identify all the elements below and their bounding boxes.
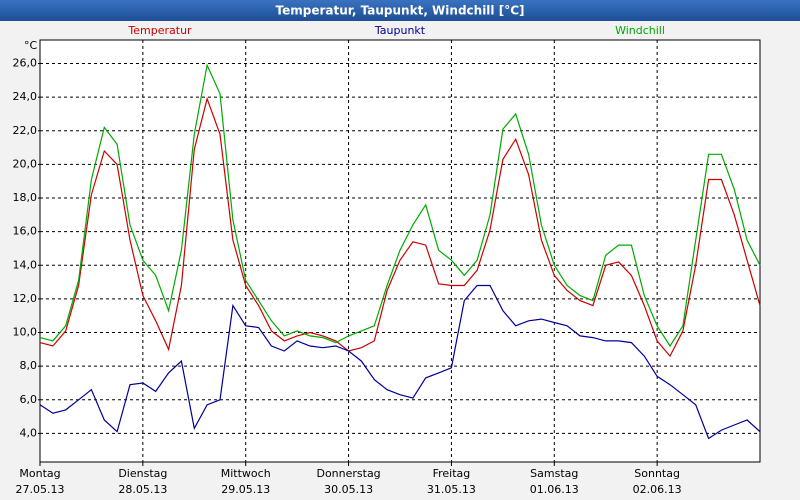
y-tick-label: 12,0 bbox=[13, 292, 38, 305]
series-line bbox=[39, 96, 761, 358]
chart-title: Temperatur, Taupunkt, Windchill [°C] bbox=[276, 4, 525, 18]
x-tick-date: 27.05.13 bbox=[16, 483, 65, 496]
x-tick-label: Donnerstag bbox=[316, 467, 380, 480]
y-tick-label: 16,0 bbox=[13, 225, 38, 238]
series-line bbox=[39, 284, 761, 440]
y-tick-label: 6,0 bbox=[20, 393, 38, 406]
y-tick-label: 24,0 bbox=[13, 90, 38, 103]
x-tick-date: 28.05.13 bbox=[118, 483, 167, 496]
y-tick-label: 10,0 bbox=[13, 326, 38, 339]
y-tick-label: 4,0 bbox=[20, 426, 38, 439]
x-tick-label: Samstag bbox=[530, 467, 578, 480]
title-bar bbox=[0, 0, 800, 21]
x-tick-label: Montag bbox=[19, 467, 60, 480]
x-tick-date: 01.06.13 bbox=[530, 483, 579, 496]
legend-label: Windchill bbox=[615, 24, 665, 37]
y-tick-label: 18,0 bbox=[13, 191, 38, 204]
y-tick-label: 8,0 bbox=[20, 359, 38, 372]
x-tick-date: 31.05.13 bbox=[427, 483, 476, 496]
y-tick-label: 22,0 bbox=[13, 124, 38, 137]
x-tick-label: Sonntag bbox=[634, 467, 680, 480]
legend-label: Taupunkt bbox=[374, 24, 426, 37]
x-tick-label: Mittwoch bbox=[221, 467, 271, 480]
x-tick-date: 29.05.13 bbox=[221, 483, 270, 496]
x-tick-date: 02.06.13 bbox=[633, 483, 682, 496]
x-tick-label: Dienstag bbox=[118, 467, 167, 480]
x-tick-date: 30.05.13 bbox=[324, 483, 373, 496]
y-tick-label: 20,0 bbox=[13, 157, 38, 170]
legend-label: Temperatur bbox=[127, 24, 192, 37]
series-line bbox=[39, 63, 761, 348]
y-tick-label: 14,0 bbox=[13, 258, 38, 271]
y-tick-label: 26,0 bbox=[13, 57, 38, 70]
y-unit: °C bbox=[24, 39, 38, 52]
x-tick-label: Freitag bbox=[433, 467, 471, 480]
